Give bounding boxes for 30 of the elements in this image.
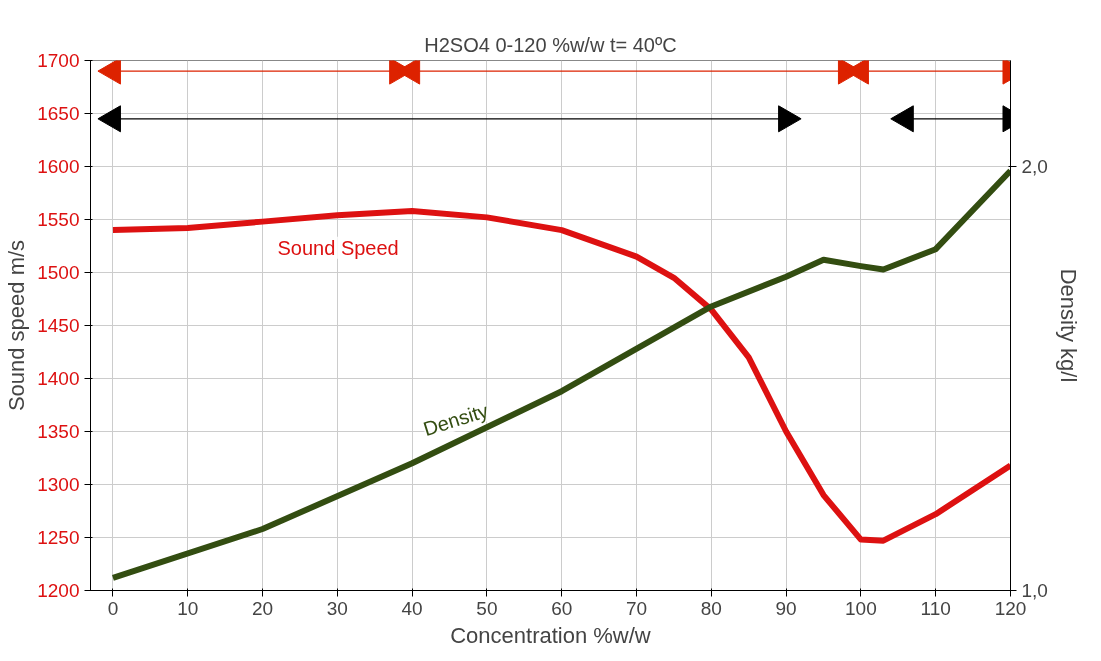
x-tick-label: 40 [401, 597, 423, 619]
x-tick-label: 70 [625, 597, 648, 619]
y2-axis-title: Density kg/l [1055, 268, 1081, 383]
x-tick-label: 10 [177, 597, 199, 619]
x-tick-label: 0 [107, 597, 119, 619]
x-tick-label: 60 [551, 597, 573, 619]
y-tick-label: 1650 [37, 103, 80, 124]
y-tick-label: 1300 [37, 474, 80, 495]
x-axis-title: Concentration %w/w [450, 622, 651, 648]
series-label: Sound Speed [277, 236, 399, 259]
text: Density [420, 399, 491, 440]
y-tick-label: 1200 [37, 580, 80, 601]
y-tick-label: 1550 [37, 209, 80, 230]
y-tick-label: 1450 [37, 315, 80, 336]
y-tick-label: 1600 [37, 156, 80, 177]
x-tick-label: 30 [326, 597, 348, 619]
y2-tick-label: 2,0 [1021, 156, 1048, 177]
y-tick-label: 1400 [37, 368, 80, 389]
y-tick-label: 1700 [37, 50, 80, 71]
x-tick-label: 110 [920, 597, 951, 619]
x-tick-label: 50 [476, 597, 498, 619]
x-tick-label: 90 [775, 597, 797, 619]
chart-title: H2SO4 0-120 %w/w t= 40ºC [424, 33, 677, 56]
y-tick-label: 1500 [37, 262, 80, 283]
x-tick-label: 100 [845, 597, 877, 619]
y-tick-label: 1350 [37, 421, 80, 442]
x-tick-label: 20 [251, 597, 274, 619]
y-axis-title: Sound speed m/s [4, 239, 30, 412]
y-tick-label: 1250 [37, 527, 80, 548]
x-tick-label: 80 [700, 597, 722, 619]
